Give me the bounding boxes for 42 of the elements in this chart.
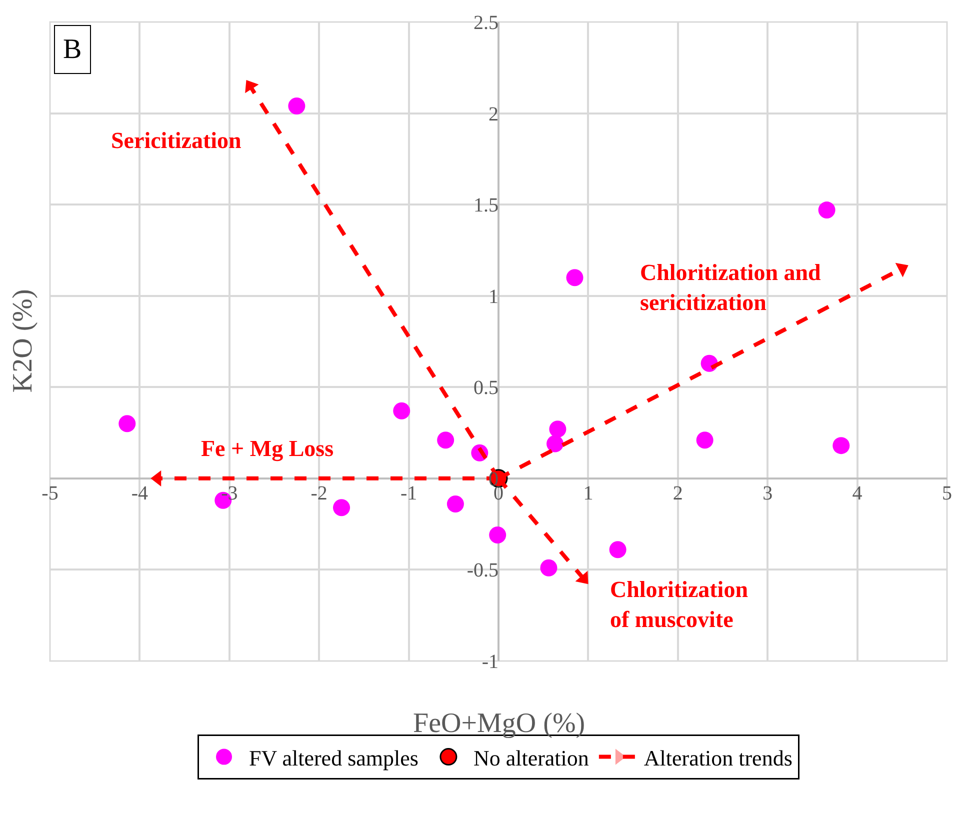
x-tick-label: 3 <box>762 482 773 504</box>
y-tick-label: 2 <box>488 103 498 126</box>
point <box>393 402 410 420</box>
legend-label: FV altered samples <box>249 745 418 770</box>
point <box>118 415 136 432</box>
y-tick-label: 1 <box>488 286 498 308</box>
legend-label: Alteration trends <box>644 745 792 770</box>
point <box>832 437 850 454</box>
point <box>446 495 464 512</box>
point <box>696 432 714 449</box>
annotation: Sericitization <box>111 128 242 153</box>
point <box>549 420 566 438</box>
annotation: Chloritization and sericitization <box>640 260 822 315</box>
y-tick-label: 0.5 <box>474 377 498 400</box>
point <box>540 559 558 576</box>
x-axis-title: FeO+MgO (%) <box>413 708 586 739</box>
x-tick-label: -5 <box>42 482 58 504</box>
point <box>333 499 350 516</box>
y-tick-label: -0.5 <box>466 560 498 582</box>
point <box>437 432 454 449</box>
y-axis-title: K2O (%) <box>8 289 39 393</box>
x-tick-label: 2 <box>672 482 683 504</box>
annotation: Chloritization of muscovite <box>610 577 748 632</box>
y-tick-label: 1.5 <box>474 194 498 217</box>
y-tick-label: 2.5 <box>474 12 498 34</box>
legend-label: No alteration <box>473 745 589 770</box>
x-tick-label: 5 <box>942 482 952 504</box>
y-tick-label: -1 <box>482 651 498 673</box>
x-tick-label: -4 <box>131 482 148 504</box>
x-tick-label: -1 <box>400 482 418 504</box>
point <box>895 262 908 278</box>
x-tick-label: -2 <box>310 482 328 504</box>
point <box>566 269 584 286</box>
point <box>609 541 626 558</box>
x-tick-label: 1 <box>583 482 594 504</box>
annotation: B <box>63 34 82 65</box>
annotation: Fe + Mg Loss <box>201 436 334 462</box>
point <box>818 202 836 219</box>
point <box>489 526 506 544</box>
point <box>288 97 306 114</box>
point <box>546 435 564 452</box>
x-tick-label: 4 <box>852 482 862 504</box>
